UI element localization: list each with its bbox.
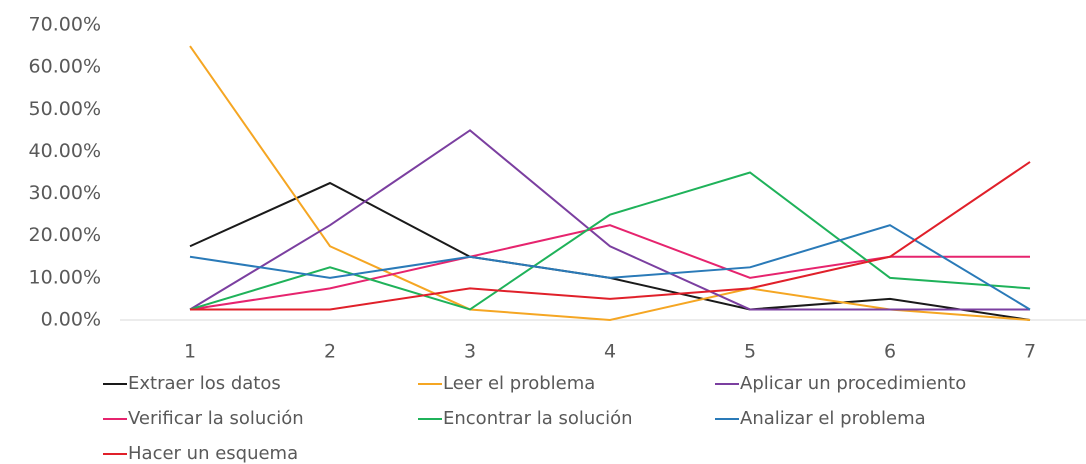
x-tick-label: 2 [324, 341, 336, 363]
legend-label: Aplicar un procedimiento [740, 373, 966, 394]
x-tick-label: 6 [884, 341, 896, 363]
legend-label: Extraer los datos [128, 373, 281, 394]
series-line [189, 224, 1031, 311]
y-tick-label: 70.00% [29, 14, 101, 36]
x-tick-label: 5 [744, 341, 756, 363]
series-line [189, 171, 1031, 311]
x-tick-label: 7 [1024, 341, 1036, 363]
y-tick-label: 60.00% [29, 56, 101, 78]
y-tick-label: 30.00% [29, 182, 101, 204]
y-tick-label: 20.00% [29, 224, 101, 246]
series-line [190, 161, 1031, 311]
x-tick-label: 4 [604, 341, 616, 363]
y-tick-label: 10.00% [29, 266, 101, 288]
legend-label: Leer el problema [443, 373, 595, 394]
y-tick-label: 40.00% [29, 140, 101, 162]
legend-label: Hacer un esquema [128, 443, 298, 464]
legend-label: Verificar la solución [128, 408, 304, 429]
x-tick-label: 1 [184, 341, 196, 363]
y-tick-label: 50.00% [29, 98, 101, 120]
x-tick-label: 3 [464, 341, 476, 363]
legend-label: Encontrar la solución [443, 408, 633, 429]
series-line [189, 224, 1030, 311]
legend-label: Analizar el problema [740, 408, 926, 429]
series-line [189, 129, 1030, 311]
y-tick-label: 0.00% [41, 309, 101, 331]
